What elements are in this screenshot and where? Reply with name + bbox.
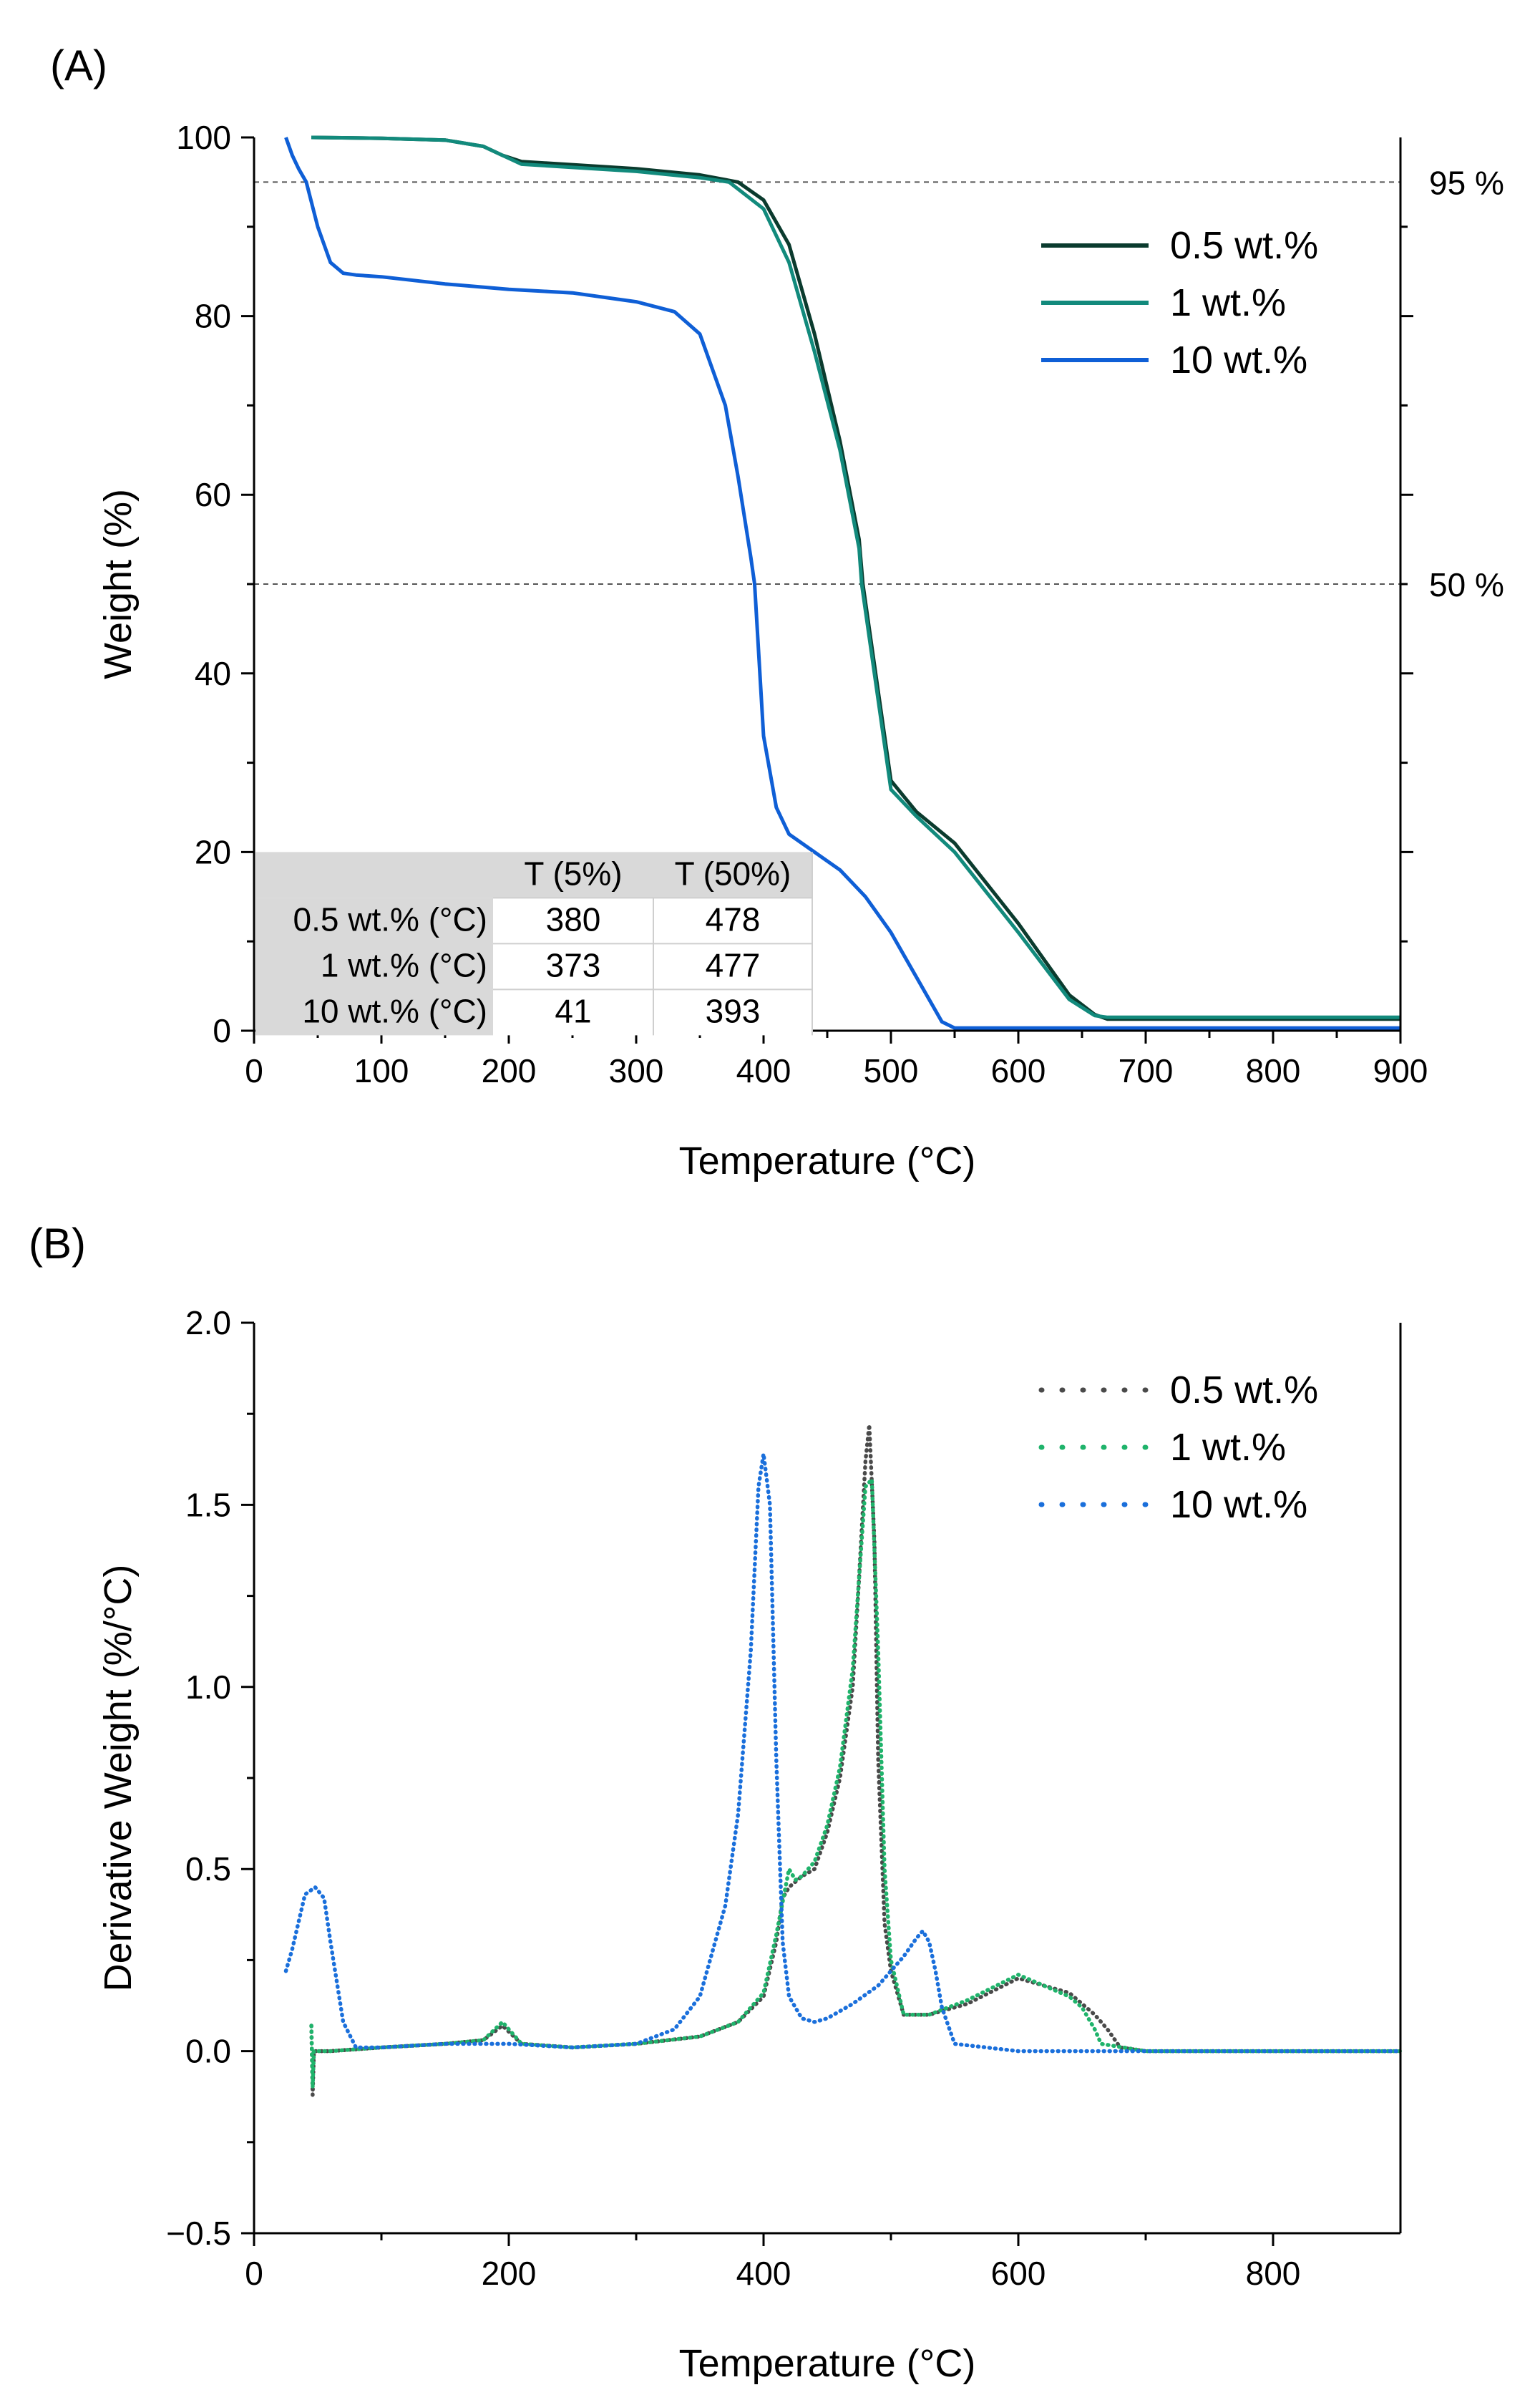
y-tick-label: 2.0 [185,1304,231,1341]
x-tick-label: 900 [1373,1052,1428,1089]
x-axis-label: Temperature (°C) [679,2342,976,2385]
x-tick-label: 400 [736,2255,791,2292]
x-tick-label: 700 [1119,1052,1174,1089]
reference-line-label: 50 % [1429,566,1504,603]
legend-label: 1 wt.% [1170,1426,1286,1469]
table-cell: 478 [706,900,761,938]
y-tick-label: 1.5 [185,1486,231,1523]
legend-label: 0.5 wt.% [1170,224,1318,267]
series-line-1-wt-- [309,1477,1403,2090]
legend-label: 0.5 wt.% [1170,1369,1318,1412]
table-row-header: 1 wt.% (°C) [321,946,487,983]
panel-a-tga-chart: (A)95 %50 %0 100 200 300 400 500 600 700 800 9000… [50,42,1504,1182]
y-tick-label: 0.0 [185,2033,231,2070]
x-tick-label: 500 [864,1052,919,1089]
table-row-header: 0.5 wt.% (°C) [293,900,487,938]
x-tick-label: 200 [482,2255,537,2292]
y-tick-label: 0.5 [185,1850,231,1888]
series-line-1-wt-- [311,135,1400,1019]
reference-line-label: 95 % [1429,164,1504,201]
panel-label: (B) [29,1220,86,1268]
y-tick-label: 60 [195,476,231,513]
x-tick-label: 600 [991,1052,1046,1089]
y-axis-label: Weight (%) [97,489,140,679]
table-cell: 477 [706,946,761,983]
x-tick-label: 800 [1246,2255,1301,2292]
y-tick-label: 20 [195,833,231,870]
panel-b-dtg-chart: (B) 0 200 400 600 800 −0.5 0.0 0.5 1.0 1.5 2.0 Tempe… [29,1220,1403,2385]
y-tick-label: 0 [213,1012,231,1049]
table-header-cell: T (5%) [524,855,622,892]
x-tick-label: 300 [609,1052,664,1089]
x-tick-label: 200 [482,1052,537,1089]
table-rowheader-bg [255,898,493,1036]
y-tick-label: 40 [195,655,231,692]
y-tick-label: 80 [195,298,231,335]
table-cell: 393 [706,992,761,1029]
x-tick-label: 400 [736,1052,791,1089]
x-tick-label: 600 [991,2255,1046,2292]
table-header-bg [255,852,812,898]
x-tick-label: 0 [245,1052,263,1089]
table-header-cell: T (50%) [675,855,791,892]
table-cell: 380 [546,900,601,938]
x-tick-label: 100 [354,1052,409,1089]
y-tick-label: 1.0 [185,1668,231,1706]
legend-label: 10 wt.% [1170,339,1307,382]
legend-label: 1 wt.% [1170,281,1286,324]
series-line-10-wt-- [284,137,1400,1030]
panel-label: (A) [50,42,107,89]
table-cell: 41 [555,992,591,1029]
legend-label: 10 wt.% [1170,1483,1307,1526]
y-tick-label: −0.5 [166,2215,231,2252]
table-cell: 373 [546,946,601,983]
summary-table: T (5%) T (50%) 0.5 wt.% (°C) 380 478 1 wt.% (… [255,852,813,1036]
y-tick-label: 100 [176,119,231,156]
x-axis-label: Temperature (°C) [679,1140,976,1182]
x-tick-label: 800 [1246,1052,1301,1089]
table-row-header: 10 wt.% (°C) [302,992,487,1029]
series-line-10-wt-- [283,1452,1403,2054]
x-tick-label: 0 [245,2255,263,2292]
y-axis-label: Derivative Weight (%/°C) [97,1565,140,1992]
